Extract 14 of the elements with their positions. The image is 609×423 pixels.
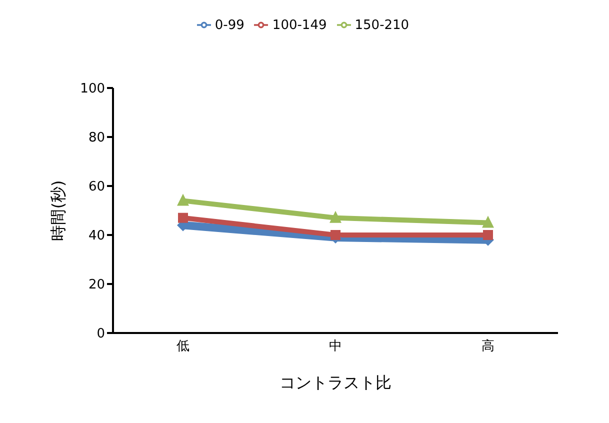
y-tick-label: 0 <box>96 326 105 342</box>
x-axis-title: コントラスト比 <box>280 373 392 392</box>
x-tick-label: 高 <box>482 338 494 354</box>
y-tick-label: 80 <box>88 130 105 146</box>
legend-label: 0-99 <box>214 18 244 33</box>
y-tick-label: 100 <box>80 82 105 97</box>
y-tick-label: 20 <box>88 278 105 293</box>
y-tick-label: 40 <box>88 228 105 244</box>
y-tick-label: 60 <box>88 180 105 195</box>
legend-label: 150-210 <box>354 18 410 33</box>
x-tick-label: 低 <box>176 339 190 354</box>
legend-label: 100-149 <box>272 18 327 33</box>
y-axis-title: 時間(秒) <box>48 180 68 241</box>
x-tick-label: 中 <box>329 339 342 354</box>
